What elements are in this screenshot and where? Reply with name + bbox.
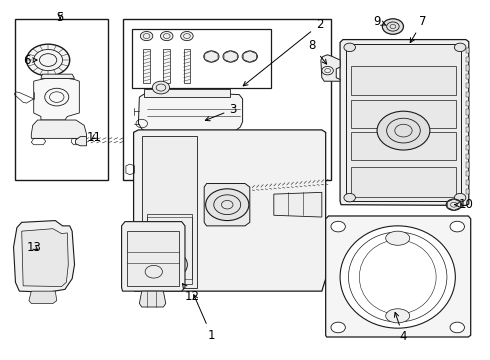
Polygon shape: [139, 291, 166, 307]
Bar: [351, 132, 456, 160]
Bar: [127, 231, 179, 286]
Bar: [466, 127, 469, 132]
Bar: [466, 57, 469, 62]
Bar: [351, 100, 456, 128]
Bar: [466, 83, 469, 88]
Polygon shape: [31, 120, 87, 138]
Text: 10: 10: [455, 198, 473, 211]
Bar: [466, 162, 469, 168]
Text: 1: 1: [194, 295, 215, 342]
Bar: [147, 213, 192, 284]
Circle shape: [223, 51, 238, 62]
Circle shape: [377, 111, 430, 150]
Circle shape: [450, 221, 465, 232]
Polygon shape: [138, 91, 243, 131]
Ellipse shape: [386, 231, 410, 245]
Ellipse shape: [386, 309, 410, 323]
Bar: [122, 19, 331, 180]
Text: 6: 6: [23, 54, 37, 67]
Polygon shape: [321, 55, 340, 81]
Circle shape: [206, 189, 249, 221]
Circle shape: [149, 251, 187, 279]
Bar: [466, 100, 469, 106]
Bar: [466, 145, 469, 150]
Bar: [184, 49, 190, 83]
Text: 2: 2: [243, 18, 323, 86]
Bar: [163, 49, 170, 83]
Bar: [132, 29, 271, 88]
Text: 9: 9: [373, 15, 386, 28]
Bar: [466, 153, 469, 159]
Text: 12: 12: [182, 284, 200, 303]
Circle shape: [446, 199, 462, 210]
Bar: [466, 118, 469, 123]
Bar: [346, 44, 461, 201]
Polygon shape: [29, 291, 57, 303]
Bar: [351, 66, 456, 95]
Bar: [147, 217, 192, 279]
Circle shape: [26, 44, 70, 76]
Bar: [143, 49, 150, 83]
Circle shape: [454, 43, 466, 51]
Polygon shape: [274, 192, 322, 217]
Bar: [466, 48, 469, 53]
Circle shape: [161, 31, 173, 41]
Bar: [466, 74, 469, 80]
Bar: [466, 180, 469, 185]
Polygon shape: [326, 216, 471, 337]
Polygon shape: [41, 74, 74, 78]
Circle shape: [344, 193, 355, 202]
Text: 3: 3: [205, 103, 237, 121]
Polygon shape: [447, 199, 461, 210]
Polygon shape: [22, 229, 68, 287]
Bar: [466, 65, 469, 71]
Polygon shape: [243, 51, 256, 62]
Circle shape: [382, 19, 403, 34]
Circle shape: [242, 51, 257, 62]
Polygon shape: [75, 136, 87, 146]
Polygon shape: [14, 221, 74, 292]
Bar: [466, 92, 469, 97]
Bar: [466, 189, 469, 194]
Bar: [351, 167, 456, 197]
Circle shape: [450, 322, 465, 333]
Ellipse shape: [340, 226, 455, 328]
Circle shape: [331, 221, 345, 232]
Text: 11: 11: [86, 131, 101, 144]
Circle shape: [454, 193, 466, 202]
Circle shape: [344, 43, 355, 51]
Bar: [466, 109, 469, 115]
Circle shape: [152, 81, 170, 94]
Text: 7: 7: [410, 15, 426, 42]
Circle shape: [204, 51, 219, 62]
Polygon shape: [134, 130, 326, 291]
Circle shape: [140, 31, 153, 41]
Circle shape: [181, 31, 193, 41]
Circle shape: [331, 322, 345, 333]
Bar: [142, 136, 197, 288]
Polygon shape: [224, 51, 237, 62]
Polygon shape: [122, 222, 185, 291]
Text: 8: 8: [309, 40, 327, 64]
Polygon shape: [340, 40, 469, 206]
Text: 5: 5: [56, 11, 64, 24]
Polygon shape: [204, 184, 250, 226]
Polygon shape: [144, 89, 230, 97]
Bar: [466, 171, 469, 176]
Bar: [15, 19, 108, 180]
Polygon shape: [34, 78, 79, 120]
Bar: [466, 136, 469, 141]
Text: 4: 4: [394, 312, 407, 343]
Polygon shape: [205, 51, 218, 62]
Text: 13: 13: [26, 240, 41, 253]
